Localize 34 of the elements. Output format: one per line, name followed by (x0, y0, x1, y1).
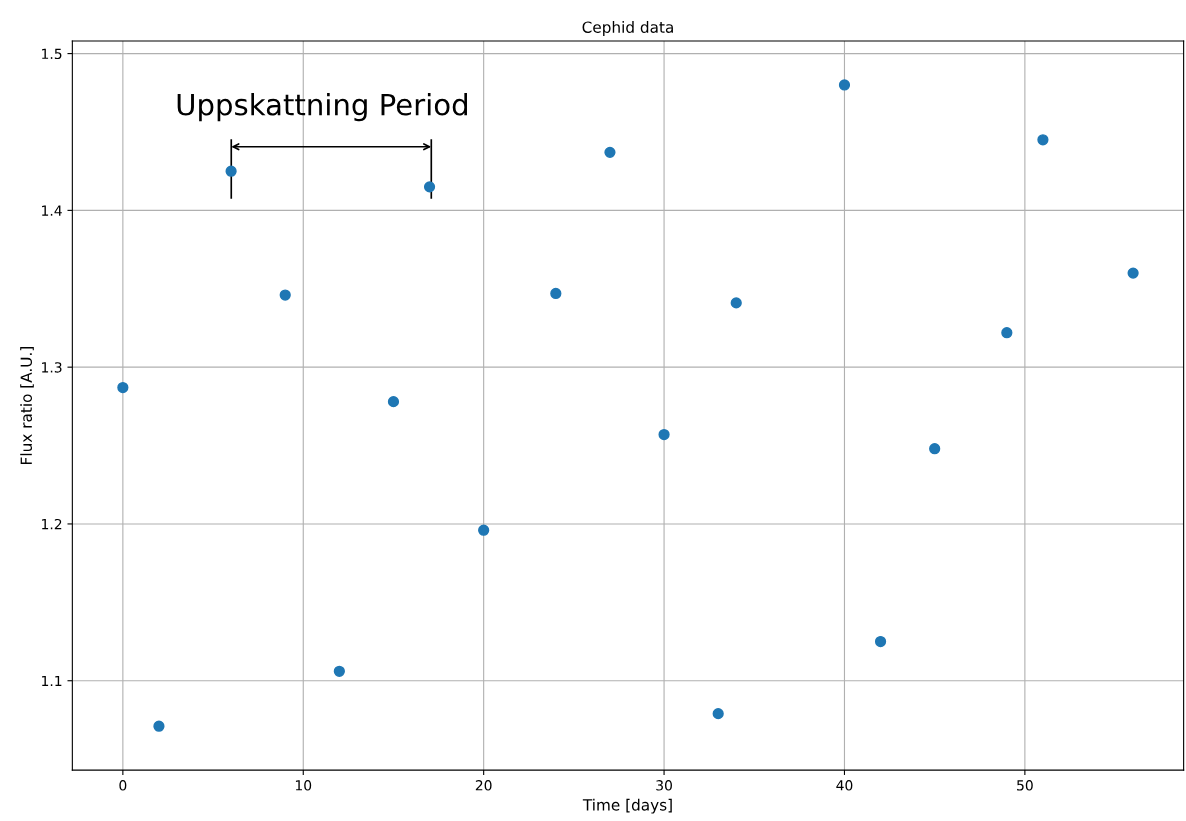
x-tick-label: 40 (836, 780, 853, 791)
point (550, 287, 562, 300)
point (279, 289, 291, 301)
point (1001, 327, 1013, 339)
annotation: Uppskattning Period (177, 93, 467, 122)
point (1037, 134, 1049, 146)
x-tick-label: 30 (656, 780, 672, 791)
point (153, 720, 165, 732)
point (604, 146, 616, 158)
x-tick-label: 50 (1017, 780, 1033, 791)
chart-title: Cephid data (582, 21, 673, 36)
y-tick-label: 1.1 (42, 675, 62, 687)
x-tick-label: 10 (295, 780, 312, 791)
point (874, 635, 887, 648)
y-tick-label: 1.2 (42, 518, 62, 530)
point (478, 524, 490, 536)
point (838, 79, 851, 91)
x-tick-label: 20 (475, 780, 492, 791)
y-tick-label: 1.5 (42, 48, 62, 60)
point (712, 708, 724, 720)
x-axis-title: Time [days] (582, 798, 672, 814)
point (333, 665, 345, 677)
point (730, 297, 742, 309)
y-tick-label: 1.4 (42, 205, 62, 216)
y-axis-title: Flux ratio [A.U.] (20, 347, 34, 464)
point (929, 443, 941, 455)
point (1127, 267, 1139, 279)
point (117, 381, 129, 394)
point (387, 396, 400, 408)
point (423, 181, 436, 193)
x-tick-label: 0 (119, 780, 127, 791)
point (658, 428, 670, 441)
y-tick-label: 1.3 (42, 362, 62, 373)
point (225, 165, 237, 177)
